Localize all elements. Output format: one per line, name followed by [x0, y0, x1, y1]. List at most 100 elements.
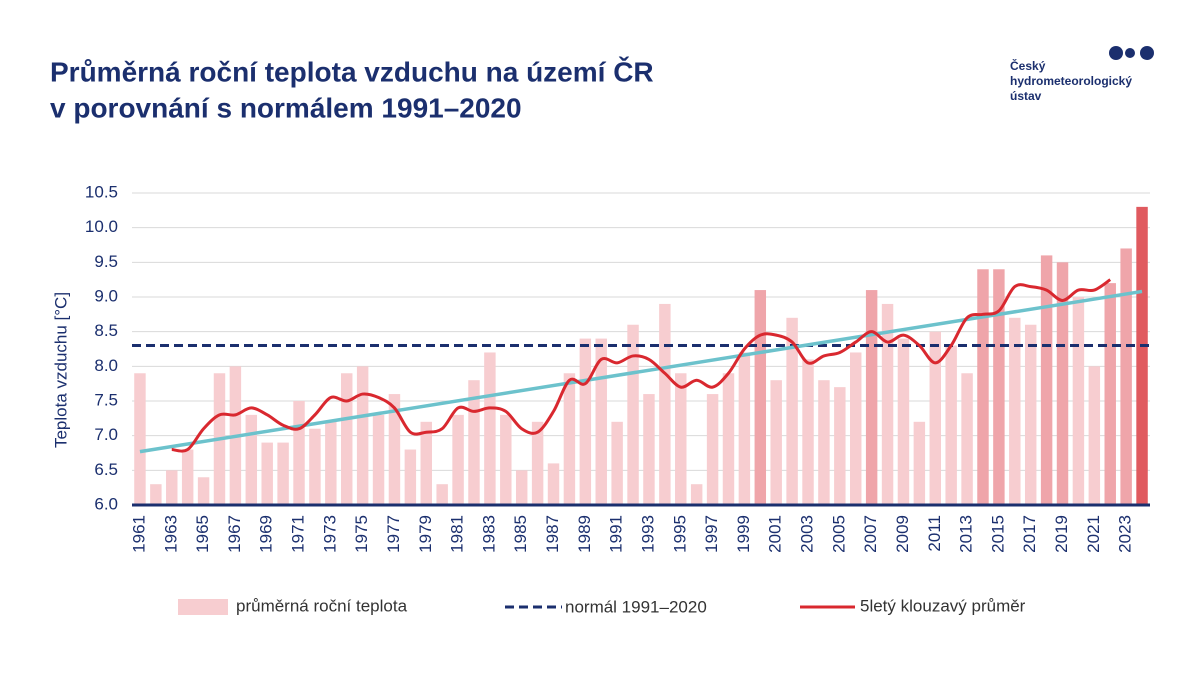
logo-text: ústav: [1010, 89, 1042, 103]
bar: [1056, 262, 1069, 505]
bar: [356, 366, 369, 505]
bar: [181, 449, 194, 505]
x-tick-label: 2013: [957, 515, 976, 553]
bar: [150, 484, 162, 505]
x-tick-label: 1963: [161, 515, 180, 553]
bar: [611, 421, 623, 505]
bar: [245, 414, 258, 505]
bar: [643, 394, 655, 505]
bar: [500, 414, 512, 505]
moving-average-line: [171, 278, 1112, 453]
bar: [1120, 248, 1132, 505]
bar: [531, 421, 544, 505]
x-tick-label: 1973: [320, 515, 339, 553]
x-tick-label: 1995: [670, 515, 689, 553]
bar: [563, 373, 576, 505]
bar: [277, 442, 289, 505]
bar: [945, 345, 957, 505]
x-tick-label: 1985: [511, 515, 530, 553]
x-tick-label: 2017: [1020, 515, 1039, 553]
logo-dot: [1109, 46, 1123, 60]
y-tick-label: 10.0: [85, 217, 118, 236]
bar: [850, 352, 862, 505]
logo-dot: [1125, 48, 1135, 58]
bar: [1072, 297, 1085, 505]
x-tick-label: 2021: [1084, 515, 1103, 553]
x-tick-label: 1971: [289, 515, 308, 553]
y-tick-label: 6.0: [94, 494, 118, 513]
bar: [690, 484, 703, 505]
bar: [675, 373, 687, 505]
title-line: v porovnání s normálem 1991–2020: [50, 92, 522, 123]
bar: [261, 442, 273, 505]
y-tick-label: 9.0: [94, 286, 118, 305]
bar: [1136, 206, 1148, 505]
bar: [786, 317, 798, 505]
bar: [436, 484, 448, 505]
bar: [1104, 283, 1116, 505]
bar: [993, 269, 1005, 505]
x-tick-label: 2007: [861, 515, 880, 553]
x-tick-label: 2005: [829, 515, 848, 553]
bar: [1024, 324, 1037, 505]
bar: [197, 477, 210, 505]
bar: [627, 324, 639, 505]
bar: [420, 421, 432, 505]
y-tick-label: 7.5: [94, 390, 118, 409]
bar: [309, 428, 321, 505]
x-tick-label: 1999: [734, 515, 753, 553]
bar: [818, 380, 830, 505]
bar: [372, 414, 385, 505]
y-tick-label: 9.5: [94, 252, 118, 271]
y-tick-label: 10.5: [85, 182, 118, 201]
bar: [802, 359, 814, 505]
bar: [1040, 255, 1053, 505]
legend-label: 5letý klouzavý průměr: [860, 596, 1026, 615]
x-tick-label: 1967: [225, 515, 244, 553]
bar: [547, 463, 560, 505]
x-tick-label: 2003: [798, 515, 817, 553]
x-tick-label: 1961: [129, 515, 148, 553]
x-tick-label: 1981: [448, 515, 467, 553]
bar: [325, 421, 337, 505]
bar: [1088, 366, 1101, 505]
bar: [865, 290, 878, 505]
y-tick-label: 8.0: [94, 356, 118, 375]
x-tick-label: 2011: [925, 515, 944, 552]
x-tick-label: 1979: [416, 515, 435, 553]
title-line: Průměrná roční teplota vzduchu na území …: [50, 55, 654, 87]
x-tick-label: 2015: [988, 515, 1007, 553]
bar: [515, 470, 528, 505]
bar: [484, 352, 496, 505]
x-tick-label: 1997: [702, 515, 721, 553]
x-tick-label: 2019: [1052, 515, 1071, 553]
bar: [738, 352, 751, 505]
y-tick-label: 6.5: [94, 460, 118, 479]
x-tick-label: 1987: [543, 515, 562, 553]
logo-text: hydrometeorologický: [1010, 74, 1132, 88]
x-tick-label: 1965: [193, 515, 212, 553]
x-tick-label: 1991: [607, 515, 626, 553]
bar: [595, 338, 607, 505]
bar: [388, 394, 401, 505]
bar: [834, 387, 846, 505]
bar: [341, 373, 353, 505]
bar: [293, 401, 305, 505]
x-tick-label: 2001: [766, 515, 785, 553]
x-tick-label: 1989: [575, 515, 594, 553]
y-tick-label: 8.5: [94, 321, 118, 340]
x-tick-label: 1983: [479, 515, 498, 553]
bar: [913, 421, 926, 505]
bar: [468, 380, 480, 505]
legend-swatch: [178, 599, 228, 615]
bar: [166, 470, 178, 505]
logo-text: Český: [1010, 58, 1046, 73]
y-axis-label: Teplota vzduchu [°C]: [51, 292, 70, 448]
legend-label: normál 1991–2020: [565, 597, 707, 616]
bar: [897, 338, 910, 505]
bar: [961, 373, 973, 505]
bar: [977, 269, 989, 505]
bar: [659, 303, 671, 505]
x-tick-label: 2009: [893, 515, 912, 553]
